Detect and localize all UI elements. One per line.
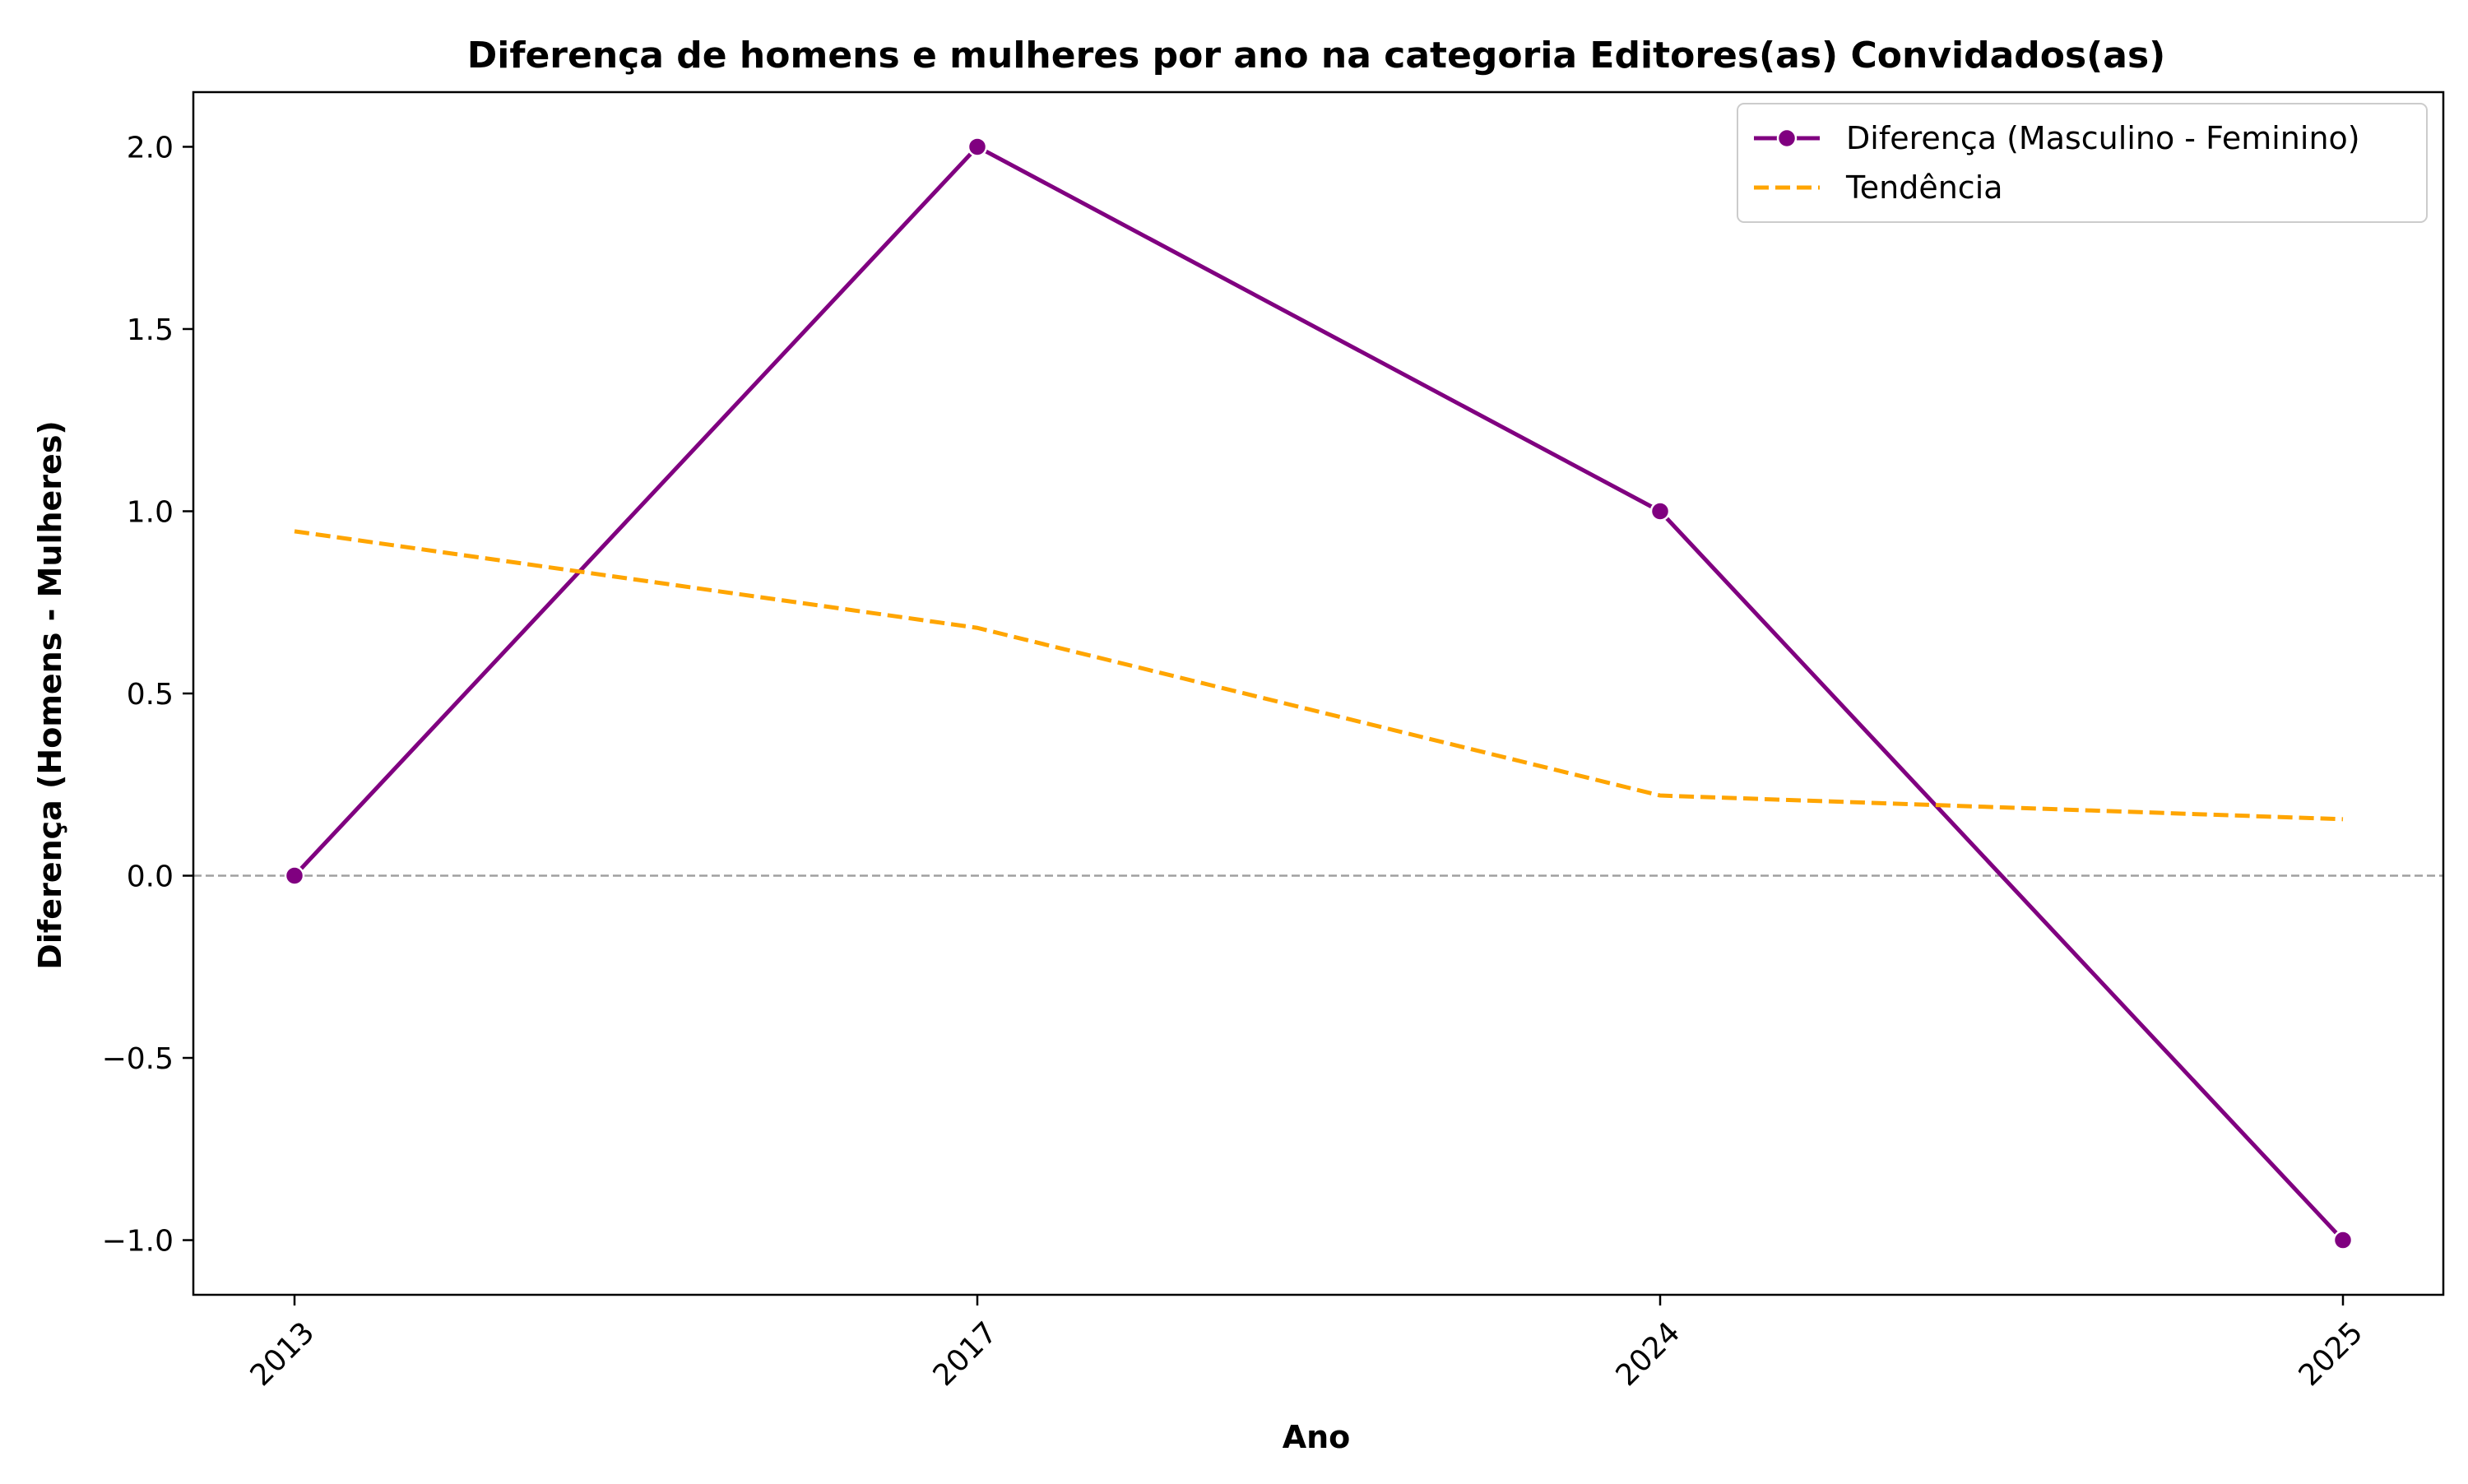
y-tick-label: 1.5 — [127, 313, 174, 347]
x-tick-label: 2024 — [1610, 1315, 1687, 1393]
trend-series-line — [294, 529, 2344, 822]
y-tick-label: −1.0 — [102, 1225, 174, 1259]
y-tick-label: 2.0 — [127, 131, 174, 165]
x-axis-label: Ano — [1283, 1419, 1351, 1455]
difference-series-line — [293, 144, 2345, 1242]
difference-point-marker — [284, 865, 305, 886]
x-tick-label: 2017 — [927, 1315, 1004, 1393]
y-tick-label: 0.5 — [127, 678, 174, 712]
y-tick-label: 0.0 — [127, 860, 174, 894]
legend-box — [1737, 103, 2428, 223]
plot-frame — [192, 90, 2445, 1296]
x-tick-label: 2013 — [244, 1315, 322, 1393]
legend-label-difference: Diferença (Masculino - Feminino) — [1846, 120, 2360, 156]
difference-point-marker — [2332, 1230, 2354, 1250]
legend-marker-difference — [1776, 128, 1798, 149]
y-tick-label: 1.0 — [127, 495, 174, 529]
difference-point-marker — [1649, 501, 1671, 522]
legend-label-trend: Tendência — [1845, 169, 2003, 206]
chart-title: Diferença de homens e mulheres por ano n… — [467, 35, 2166, 77]
difference-point-marker — [967, 137, 988, 157]
y-axis-label: Diferença (Homens - Mulheres) — [32, 420, 68, 970]
y-tick-label: −0.5 — [102, 1042, 174, 1076]
x-tick-label: 2025 — [2293, 1315, 2370, 1393]
